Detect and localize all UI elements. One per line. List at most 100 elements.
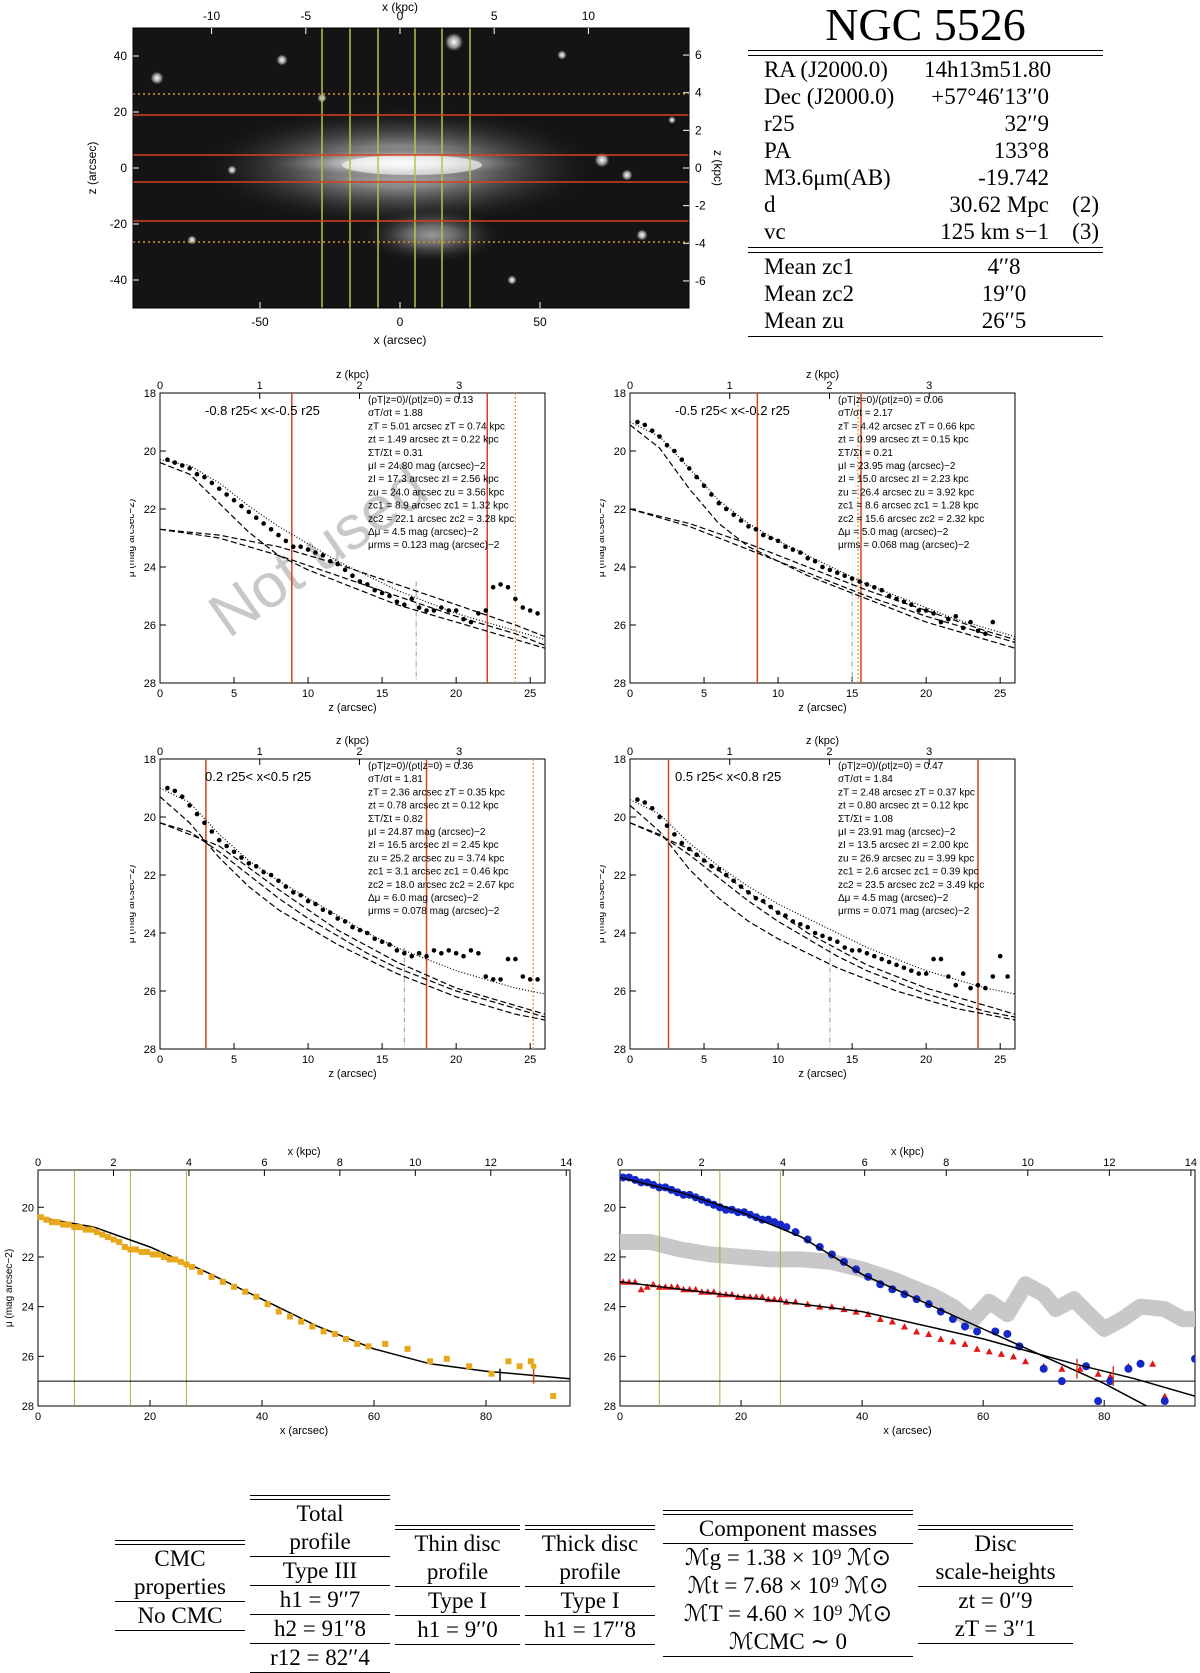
x2-tick-label: 14 xyxy=(560,1157,572,1169)
y2-tick-label: 0 xyxy=(695,161,702,175)
plot-frame xyxy=(159,392,546,684)
data-point xyxy=(253,864,259,869)
data-point xyxy=(149,1251,156,1258)
data-point xyxy=(372,936,378,942)
data-point xyxy=(357,579,363,584)
property-key: d xyxy=(764,192,776,217)
x-tick-label: 0 xyxy=(627,688,633,700)
x-axis-label: x (arcsec) xyxy=(374,333,427,347)
thin-data-point xyxy=(764,1215,773,1224)
x2-tick-label: 2 xyxy=(698,1157,704,1169)
data-point xyxy=(694,474,699,480)
data-point xyxy=(197,1268,204,1275)
data-point xyxy=(468,948,474,953)
data-point xyxy=(354,1340,361,1347)
property-ref xyxy=(1049,110,1099,137)
fit-annotation: Δμ = 5.0 mag (arcsec)−2 xyxy=(838,527,949,538)
data-point xyxy=(327,558,333,564)
fit-annotation: zu = 25.2 arcsec zu = 3.74 kpc xyxy=(368,853,504,864)
x-tick-label: 10 xyxy=(302,688,314,700)
thick-disc-curve xyxy=(630,822,1015,1018)
cmc-column: CMC properties No CMC xyxy=(115,1540,245,1631)
total-profile-column: Total profile Type III h1 = 9′′7 h2 = 91… xyxy=(250,1495,390,1673)
x-tick-label: 25 xyxy=(994,688,1006,700)
data-point xyxy=(239,503,244,509)
data-point xyxy=(901,599,907,605)
data-point xyxy=(879,956,885,962)
data-point xyxy=(394,948,400,953)
total-fit-curve xyxy=(630,421,1015,638)
x-tick-label: 20 xyxy=(920,1054,932,1066)
total-type: Type III xyxy=(282,1558,358,1583)
data-point xyxy=(476,951,481,956)
y-tick-label: 26 xyxy=(22,1351,34,1363)
y-axis-label: z (arcsec) xyxy=(85,142,99,195)
data-point xyxy=(298,893,303,898)
data-point xyxy=(165,785,170,791)
plot-frame xyxy=(619,1169,1196,1407)
data-point xyxy=(121,1244,128,1251)
y-tick-label: 20 xyxy=(114,105,128,119)
property-row: Dec (J2000.0) +57°46′13′′0 xyxy=(748,83,1103,110)
data-point xyxy=(968,619,973,625)
data-point xyxy=(155,1251,162,1258)
y-tick-label: 24 xyxy=(144,562,156,574)
x2-tick-label: 6 xyxy=(261,1157,267,1169)
profile-panel-1: 0 5 10 15 20 25 z (arcsec) 0 1 2 3 z (kpc) 18 20 22 24 2… xyxy=(130,369,546,714)
data-point xyxy=(424,953,429,959)
thin-h1: h1 = 9′′0 xyxy=(417,1617,498,1642)
data-point xyxy=(453,951,459,956)
data-point xyxy=(276,878,281,884)
thick-disc-column: Thick disc profile Type I h1 = 17′′8 xyxy=(525,1525,655,1645)
y-tick-label: 20 xyxy=(614,446,626,458)
data-point xyxy=(446,608,452,613)
fit-annotation: ΣT/Σt = 0.21 xyxy=(838,448,893,459)
data-point xyxy=(416,951,422,956)
x-tick-label: 5 xyxy=(231,1054,237,1066)
data-point xyxy=(357,927,363,933)
fit-annotation: zu = 26.4 arcsec zu = 3.92 kpc xyxy=(838,487,974,498)
data-point xyxy=(686,846,692,852)
data-point xyxy=(886,959,892,965)
data-point xyxy=(110,1236,117,1243)
data-point xyxy=(916,608,922,613)
plot-area xyxy=(630,759,1015,1049)
data-point xyxy=(946,974,951,979)
data-point xyxy=(527,608,533,613)
data-point xyxy=(402,951,407,956)
x2-tick-label: 0 xyxy=(397,9,404,23)
data-point xyxy=(93,1229,100,1236)
data-point xyxy=(835,570,840,576)
data-point xyxy=(172,788,178,794)
data-point xyxy=(443,1355,450,1362)
x-tick-label: 25 xyxy=(994,1054,1006,1066)
grey-band xyxy=(620,1234,1195,1337)
plot-frame xyxy=(629,758,1016,1050)
thin-data-point xyxy=(1094,1397,1103,1406)
x2-tick-label: 10 xyxy=(1022,1157,1034,1169)
thick-disc-curve-2 xyxy=(630,822,1015,1015)
data-point xyxy=(409,953,415,959)
property-row: RA (J2000.0) 14h13m51.80 xyxy=(748,56,1103,83)
data-point xyxy=(216,837,222,843)
fit-annotation: zT = 5.01 arcsec zT = 0.74 kpc xyxy=(368,421,505,432)
data-point xyxy=(923,971,929,976)
y-tick-label: 24 xyxy=(614,928,626,940)
property-ref: (3) xyxy=(1072,219,1099,244)
data-point xyxy=(968,985,973,991)
data-point xyxy=(527,1358,534,1365)
data-point xyxy=(187,803,192,808)
data-point xyxy=(88,1226,95,1233)
x-tick-label: 15 xyxy=(376,688,388,700)
property-ref xyxy=(1049,164,1099,191)
data-point xyxy=(439,605,444,610)
fit-annotation: (ρT|z=0)/(ρt|z=0) = 0.13 xyxy=(368,395,474,406)
data-point xyxy=(520,974,526,979)
thick-data-point xyxy=(961,1340,969,1347)
data-point xyxy=(231,1283,237,1290)
thick-disc-curve-2 xyxy=(160,822,545,1015)
fit-annotation: zt = 1.49 arcsec zt = 0.22 kpc xyxy=(368,435,499,446)
x2-tick-label: 10 xyxy=(409,1157,421,1169)
data-point xyxy=(466,1363,473,1370)
mean-row: Mean zc2 19′′0 xyxy=(748,280,1103,307)
